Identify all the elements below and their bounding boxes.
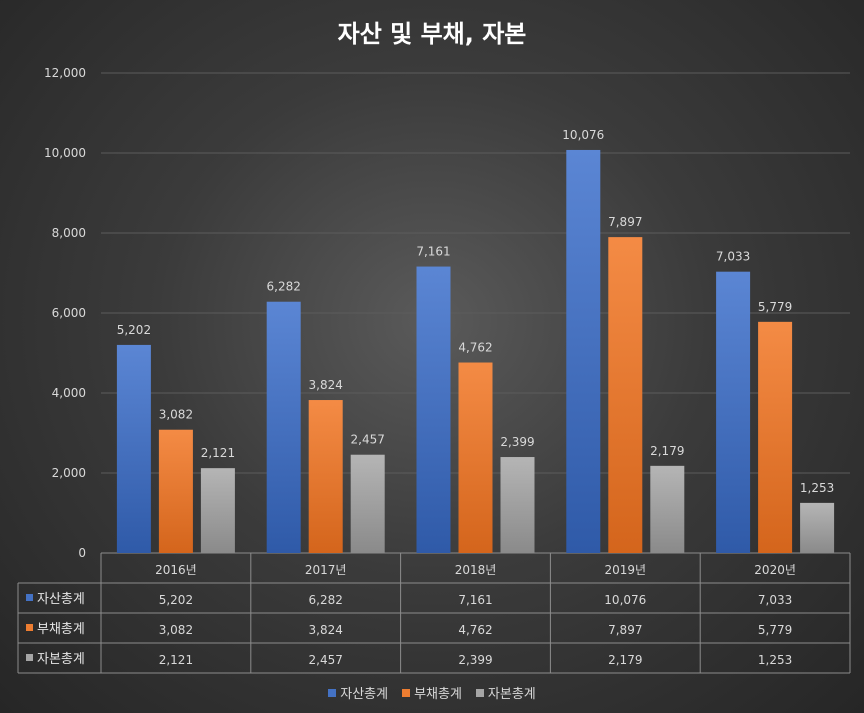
data-label: 1,253 xyxy=(800,481,834,495)
legend-label: 자본총계 xyxy=(487,687,536,702)
legend-swatch xyxy=(328,688,337,697)
bar xyxy=(800,502,835,553)
legend-item: 자본총계 xyxy=(475,683,536,702)
data-label: 5,779 xyxy=(758,300,792,314)
table-cell: 2,399 xyxy=(458,653,492,667)
data-label: 10,076 xyxy=(562,128,604,142)
table-cell: 2,179 xyxy=(608,653,642,667)
table-row-name: 부채총계 xyxy=(37,622,85,637)
table-cell: 3,082 xyxy=(159,623,193,637)
bar xyxy=(500,457,535,553)
legend-label: 자산총계 xyxy=(340,687,389,702)
data-label: 7,033 xyxy=(716,250,750,264)
data-label: 7,161 xyxy=(416,245,450,259)
bar xyxy=(566,149,601,553)
legend-label: 부채총계 xyxy=(414,687,462,702)
x-category-label: 2016년 xyxy=(155,563,197,577)
data-label: 7,897 xyxy=(608,215,642,229)
data-label: 2,399 xyxy=(500,435,534,449)
x-category-label: 2019년 xyxy=(605,563,647,577)
y-tick-label: 10,000 xyxy=(44,146,86,160)
bar xyxy=(758,321,793,553)
legend-swatch xyxy=(475,688,484,697)
y-tick-label: 2,000 xyxy=(52,466,86,480)
table-cell: 10,076 xyxy=(604,593,646,607)
bar xyxy=(416,266,451,553)
series-swatch xyxy=(26,654,33,661)
bar xyxy=(716,271,751,553)
bar xyxy=(458,362,493,553)
data-label: 3,082 xyxy=(159,408,193,422)
table-cell: 7,033 xyxy=(758,593,792,607)
data-label: 2,457 xyxy=(351,433,385,447)
x-category-label: 2017년 xyxy=(305,563,347,577)
table-cell: 5,779 xyxy=(758,623,792,637)
y-tick-label: 4,000 xyxy=(52,386,86,400)
bars xyxy=(116,149,835,553)
bar xyxy=(608,237,643,553)
series-swatch xyxy=(26,594,33,601)
data-label: 4,762 xyxy=(458,341,492,355)
table-cell: 1,253 xyxy=(758,653,792,667)
table-cell: 4,762 xyxy=(458,623,492,637)
legend-item: 자산총계 xyxy=(328,683,388,702)
y-tick-label: 6,000 xyxy=(52,306,86,320)
bar xyxy=(116,344,151,553)
x-category-label: 2020년 xyxy=(754,563,796,577)
bar xyxy=(350,454,385,553)
data-label: 2,121 xyxy=(201,446,235,460)
table-cell: 7,897 xyxy=(608,623,642,637)
table-cell: 7,161 xyxy=(458,593,492,607)
chart-title: 자산 및 부채, 자본 xyxy=(337,20,527,48)
bar xyxy=(158,429,193,553)
series-swatch xyxy=(26,624,33,631)
table-cell: 2,121 xyxy=(159,653,193,667)
bar xyxy=(308,400,343,553)
bar xyxy=(650,465,685,553)
y-tick-label: 0 xyxy=(78,546,86,560)
data-label: 2,179 xyxy=(650,444,684,458)
table-cell: 3,824 xyxy=(309,623,343,637)
data-label: 3,824 xyxy=(309,378,343,392)
y-tick-label: 8,000 xyxy=(52,226,86,240)
table-row-name: 자산총계 xyxy=(37,592,85,607)
table-cell: 2,457 xyxy=(309,653,343,667)
data-label: 5,202 xyxy=(117,323,151,337)
table-cell: 5,202 xyxy=(159,593,193,607)
table-cell: 6,282 xyxy=(309,593,343,607)
data-labels: 5,202 3,082 2,121 6,282 3,824 2,457 7,161 4,762… xyxy=(117,128,835,495)
legend-item: 부채총계 xyxy=(402,683,462,702)
table-row-name: 자본총계 xyxy=(37,652,85,667)
bar xyxy=(266,301,301,553)
legend-swatch xyxy=(402,688,411,697)
y-tick-label: 12,000 xyxy=(44,66,86,80)
y-axis-ticks: 0 2,000 4,000 6,000 8,000 10,000 12,000 xyxy=(44,66,86,560)
bar xyxy=(200,468,235,553)
x-category-label: 2018년 xyxy=(455,563,497,577)
data-label: 6,282 xyxy=(267,280,301,294)
legend: 자산총계 부채총계 자본총계 xyxy=(0,683,864,702)
